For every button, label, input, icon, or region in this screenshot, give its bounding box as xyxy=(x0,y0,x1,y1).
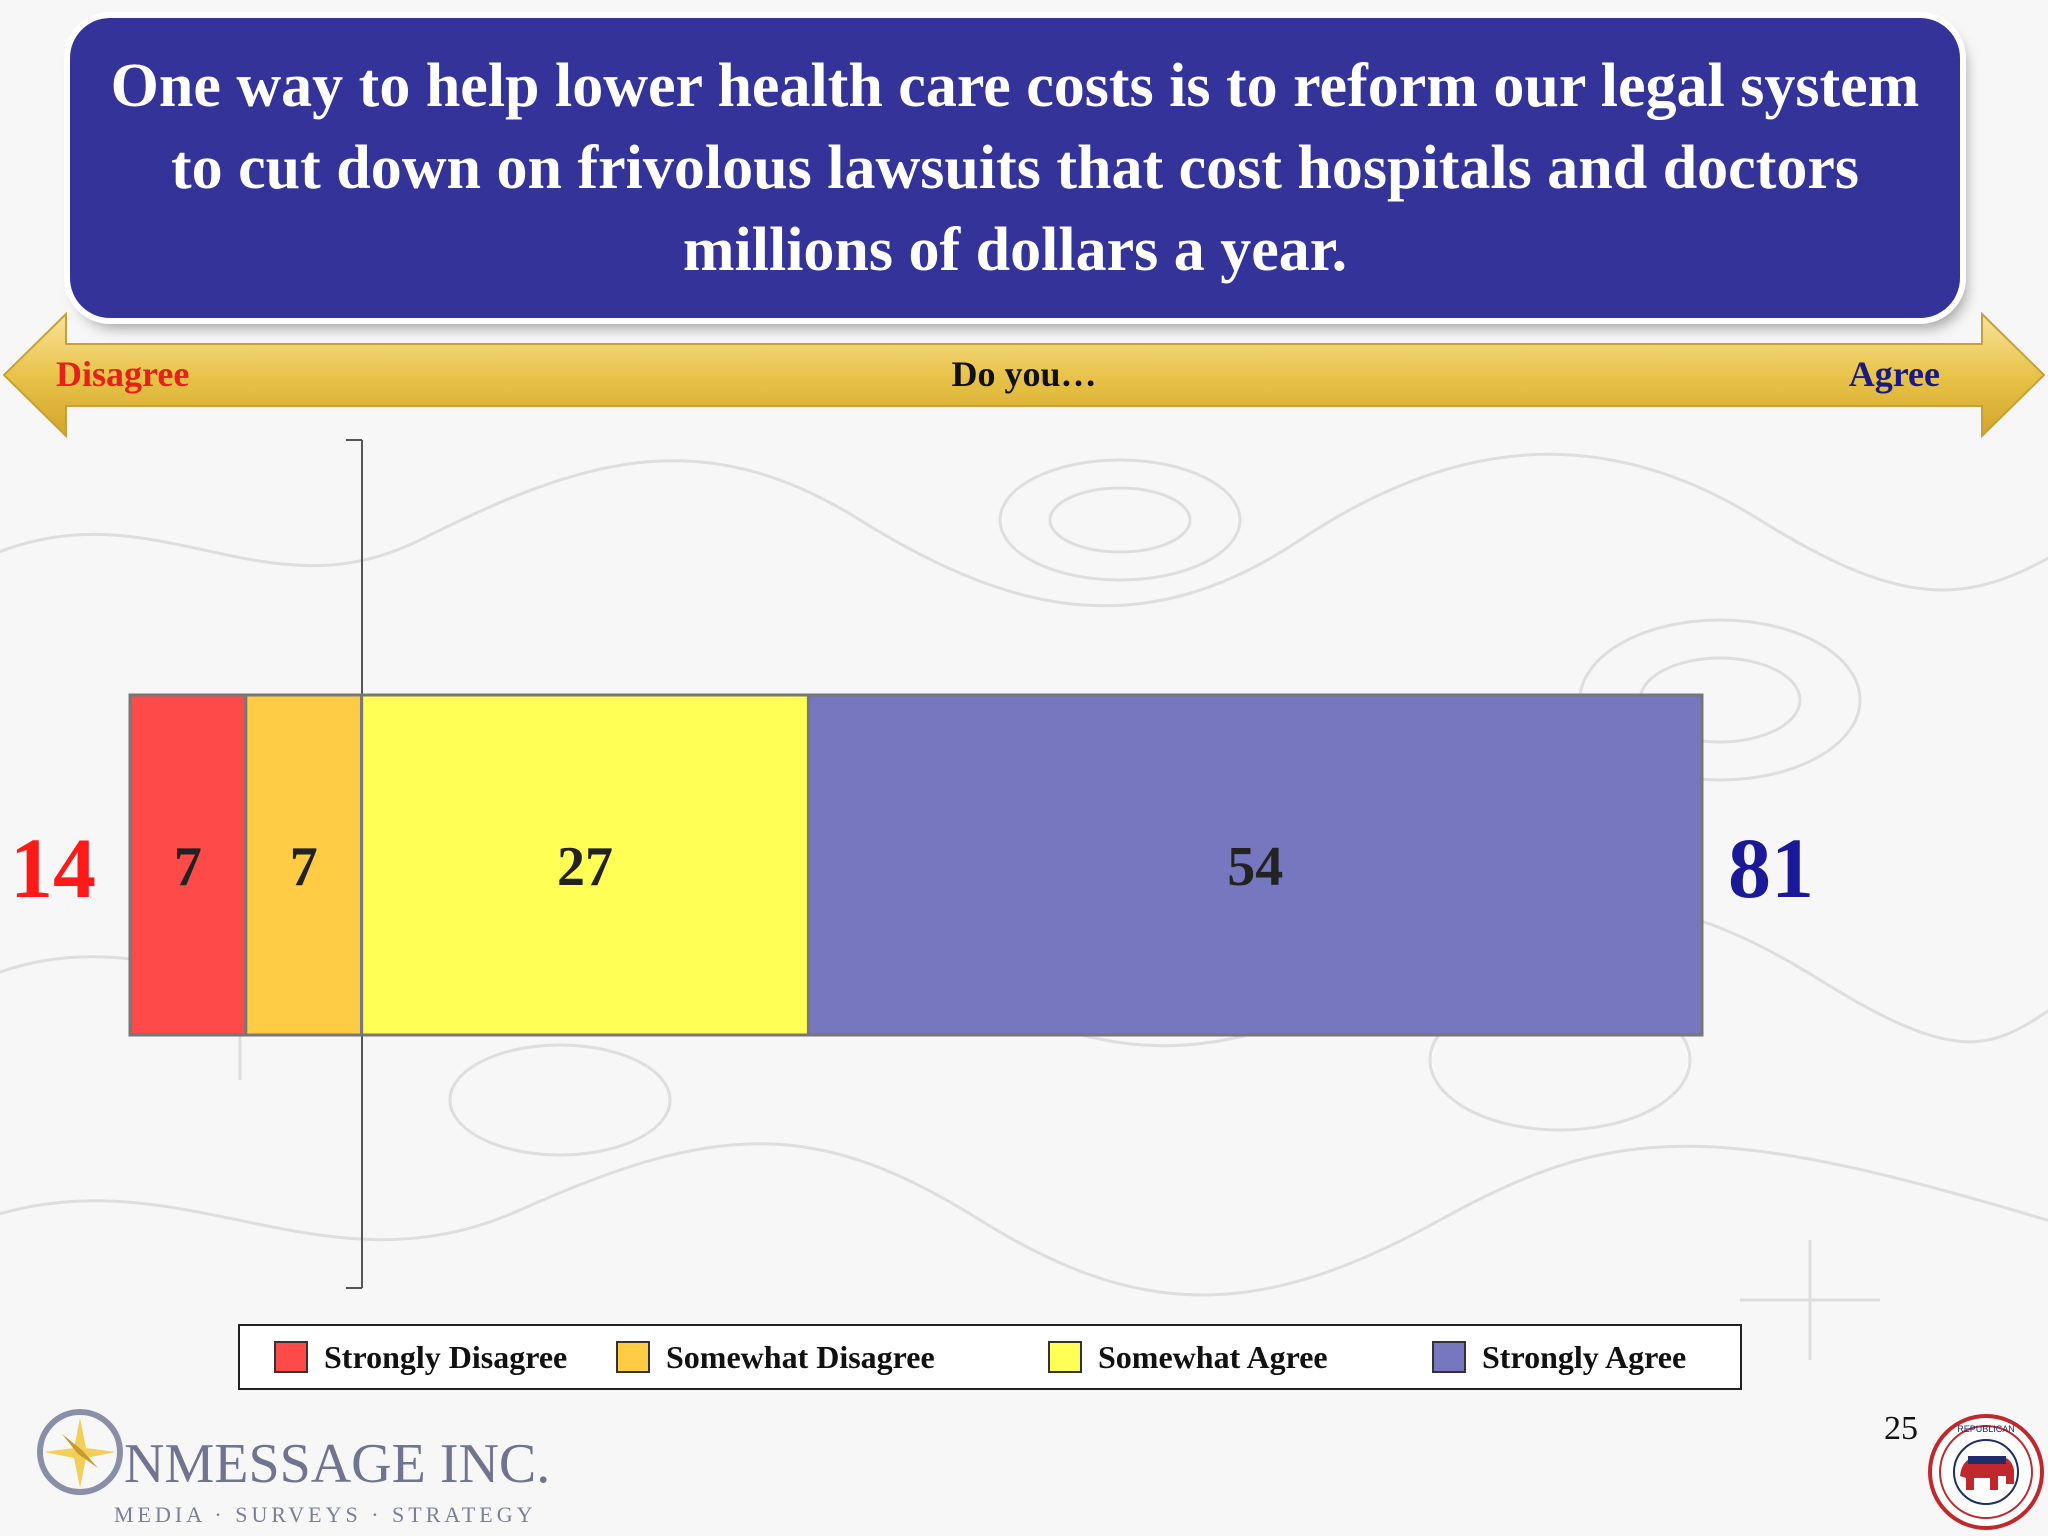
legend-item-somewhat-disagree: Somewhat Disagree xyxy=(616,1326,935,1388)
svg-text:REPUBLICAN: REPUBLICAN xyxy=(1957,1424,2015,1434)
rnc-seal: REPUBLICAN xyxy=(1928,1414,2044,1530)
svg-text:NMESSAGE INC.: NMESSAGE INC. xyxy=(124,1433,550,1495)
stacked-bar-chart: 7 7 27 54 xyxy=(128,439,1704,1289)
legend-item-strongly-agree: Strongly Agree xyxy=(1432,1326,1686,1388)
title-banner: One way to help lower health care costs … xyxy=(70,18,1960,318)
bar-strongly-disagree xyxy=(128,693,248,1037)
agree-total: 81 xyxy=(1728,820,1814,916)
legend-swatch xyxy=(616,1341,650,1373)
legend-label: Somewhat Agree xyxy=(1098,1338,1328,1375)
svg-text:MEDIA · SURVEYS · STRATEGY: MEDIA · SURVEYS · STRATEGY xyxy=(114,1502,536,1527)
scale-disagree-label: Disagree xyxy=(56,354,190,394)
legend-item-somewhat-agree: Somewhat Agree xyxy=(1048,1326,1328,1388)
disagree-total: 14 xyxy=(10,820,96,916)
legend-swatch xyxy=(274,1341,308,1373)
scale-arrow xyxy=(2,311,2046,439)
data-label: 54 xyxy=(1227,836,1283,898)
legend-item-strongly-disagree: Strongly Disagree xyxy=(274,1326,567,1388)
data-label: 27 xyxy=(557,836,613,898)
bar-strongly-agree xyxy=(806,693,1704,1037)
data-label: 7 xyxy=(174,836,202,898)
legend-label: Strongly Disagree xyxy=(324,1338,568,1375)
bar-somewhat-agree xyxy=(360,693,810,1037)
legend-swatch xyxy=(1432,1341,1466,1373)
data-label: 7 xyxy=(290,836,318,898)
legend-swatch xyxy=(1048,1341,1082,1373)
legend-label: Strongly Agree xyxy=(1482,1338,1687,1375)
page-number: 25 xyxy=(1884,1410,1918,1447)
chart-legend: Strongly Disagree Somewhat Disagree Some… xyxy=(238,1324,1742,1390)
legend-label: Somewhat Disagree xyxy=(666,1338,935,1375)
scale-center-label: Do you… xyxy=(951,354,1097,394)
chart-title: One way to help lower health care costs … xyxy=(110,52,1920,284)
scale-agree-label: Agree xyxy=(1848,354,1940,394)
bar-somewhat-disagree xyxy=(244,693,364,1037)
onmessage-logo: NMESSAGE INC. MEDIA · SURVEYS · STRATEGY xyxy=(37,1409,550,1527)
